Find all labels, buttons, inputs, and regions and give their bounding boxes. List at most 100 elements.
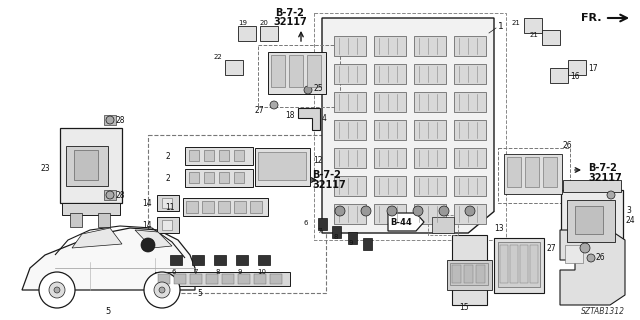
Bar (234, 150, 244, 161)
Bar (70, 213, 82, 227)
Bar (260, 26, 278, 41)
Bar (334, 148, 366, 168)
Bar (561, 190, 623, 252)
Bar (334, 120, 366, 140)
Text: 9: 9 (349, 240, 353, 246)
Bar (432, 217, 454, 233)
Bar (222, 274, 234, 284)
Polygon shape (322, 18, 494, 233)
Bar (234, 172, 244, 183)
Text: 7: 7 (194, 269, 198, 275)
Polygon shape (298, 108, 320, 130)
Circle shape (144, 272, 180, 308)
Text: 20: 20 (260, 20, 269, 26)
Bar (542, 30, 560, 45)
Bar (550, 68, 568, 83)
Bar (258, 45, 340, 107)
Bar (334, 204, 366, 224)
Bar (258, 152, 306, 180)
Bar (454, 64, 486, 84)
Bar (530, 245, 538, 283)
Text: B-7-2: B-7-2 (276, 8, 305, 18)
Polygon shape (22, 228, 195, 290)
Bar (476, 265, 485, 283)
Circle shape (54, 287, 60, 293)
Bar (174, 274, 186, 284)
Bar (155, 272, 290, 286)
Text: 27: 27 (254, 106, 264, 115)
Bar (464, 265, 473, 283)
Text: 1: 1 (498, 21, 504, 30)
Text: 26: 26 (563, 140, 572, 149)
Bar (218, 201, 230, 213)
Bar (454, 92, 486, 112)
Bar (236, 255, 248, 265)
Bar (507, 157, 521, 187)
Bar (454, 120, 486, 140)
Polygon shape (560, 230, 625, 305)
Text: B-44: B-44 (390, 218, 412, 227)
Bar (447, 260, 492, 290)
Bar (250, 201, 262, 213)
Circle shape (106, 191, 114, 199)
Bar (157, 195, 179, 211)
Text: 21: 21 (511, 20, 520, 26)
Bar (334, 92, 366, 112)
Text: 5: 5 (198, 289, 202, 298)
Bar (374, 36, 406, 56)
Circle shape (270, 101, 278, 109)
Bar (214, 255, 226, 265)
Text: 2: 2 (165, 151, 170, 161)
Text: 6: 6 (172, 269, 176, 275)
Text: 27: 27 (547, 244, 556, 252)
Circle shape (387, 206, 397, 216)
Text: 19: 19 (238, 20, 247, 26)
Bar (452, 265, 461, 283)
Bar (334, 64, 366, 84)
Bar (192, 255, 204, 265)
Bar (170, 255, 182, 265)
Bar (414, 204, 446, 224)
Bar (374, 120, 406, 140)
Bar (238, 274, 250, 284)
Bar (254, 274, 266, 284)
Circle shape (159, 287, 165, 293)
Circle shape (154, 282, 170, 298)
Bar (219, 150, 229, 161)
Text: 5: 5 (106, 308, 111, 316)
Circle shape (465, 206, 475, 216)
Bar (414, 120, 446, 140)
Bar (524, 18, 542, 33)
Bar (219, 172, 229, 183)
Bar (189, 150, 199, 161)
Circle shape (607, 191, 615, 199)
Polygon shape (388, 213, 424, 231)
Bar (268, 52, 326, 94)
Bar (314, 13, 506, 240)
Bar (498, 242, 540, 287)
Bar (157, 217, 179, 233)
Bar (332, 226, 341, 238)
Text: 14: 14 (142, 220, 152, 229)
Text: 10: 10 (257, 269, 266, 275)
Bar (374, 204, 406, 224)
Bar (270, 274, 282, 284)
Bar (202, 201, 214, 213)
Circle shape (49, 282, 65, 298)
Bar (374, 64, 406, 84)
Text: 15: 15 (459, 303, 469, 313)
Bar (563, 180, 621, 192)
Text: SZTAB1312: SZTAB1312 (581, 308, 625, 316)
Bar (66, 146, 108, 186)
Bar (374, 148, 406, 168)
Bar (307, 55, 321, 87)
Text: 32117: 32117 (273, 17, 307, 27)
Bar (185, 169, 253, 187)
Text: 12: 12 (313, 156, 323, 164)
Bar (504, 154, 562, 194)
Bar (289, 55, 303, 87)
Bar (454, 36, 486, 56)
Bar (454, 148, 486, 168)
Circle shape (106, 116, 114, 124)
Text: 11: 11 (166, 203, 175, 212)
